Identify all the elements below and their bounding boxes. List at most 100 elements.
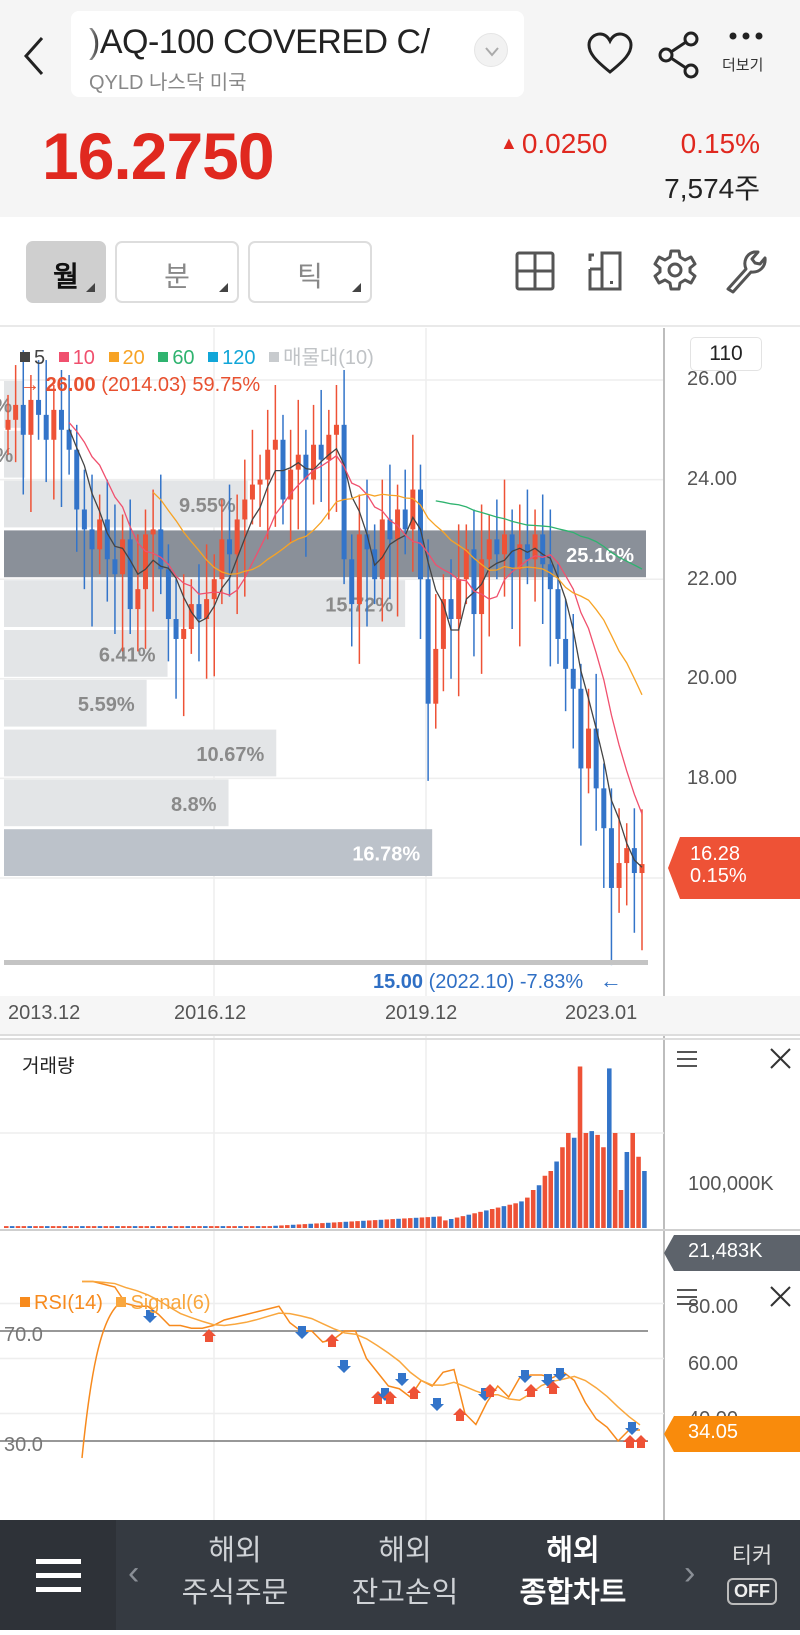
grid-layout-icon xyxy=(515,251,555,291)
layout-split-button[interactable] xyxy=(580,245,630,295)
tab-label-line1: 해외 xyxy=(208,1535,262,1567)
x-tick: 2023.01 xyxy=(565,1002,638,1024)
tab-overseas-balance[interactable]: 해외 잔고손익 xyxy=(330,1530,480,1614)
heart-icon xyxy=(587,32,633,74)
high-value: 26.00 xyxy=(45,374,96,396)
nav-prev-button[interactable]: ‹ xyxy=(128,1554,139,1593)
x-tick: 2016.12 xyxy=(174,1002,247,1024)
corner-triangle-icon xyxy=(86,283,95,292)
svg-text:8.8%: 8.8% xyxy=(171,794,217,816)
rsi-current-value: 34.05 xyxy=(688,1421,739,1443)
legend-signal[interactable]: Signal(6) xyxy=(116,1292,211,1314)
close-icon xyxy=(770,1286,791,1307)
volume-current-value: 21,483K xyxy=(688,1240,763,1262)
tab-label-line1: 해외 xyxy=(378,1535,432,1567)
chart-area[interactable]: 0.49%0.83%9.55%25.16%15.72%6.41%5.59%10.… xyxy=(0,328,800,1520)
back-button[interactable] xyxy=(14,30,54,80)
rsi-close-button[interactable] xyxy=(766,1282,796,1312)
ticker-off-toggle[interactable]: OFF xyxy=(727,1578,777,1605)
legend-ma60[interactable]: 60 xyxy=(158,347,195,369)
favorite-button[interactable] xyxy=(585,30,635,80)
low-value: 15.00 xyxy=(373,971,424,993)
bottom-nav: ‹ 해외 주식주문 해외 잔고손익 해외 종합차트 › 티커 OFF xyxy=(0,1520,800,1630)
period-tick-button[interactable]: 틱 xyxy=(248,241,372,303)
low-price-marker: 15.00 (2022.10) -7.83% ← xyxy=(373,968,622,994)
period-month-button[interactable]: 월 xyxy=(26,241,106,303)
svg-text:0.83%: 0.83% xyxy=(0,445,13,467)
x-tick: 2013.12 xyxy=(8,1002,81,1024)
trade-volume: 7,574주 xyxy=(664,173,760,204)
volume-menu-button[interactable] xyxy=(673,1044,703,1074)
share-button[interactable] xyxy=(655,30,705,80)
period-minute-button[interactable]: 분 xyxy=(115,241,239,303)
rsi-legend: RSI(14) Signal(6) xyxy=(20,1292,219,1315)
stock-name: )AQ-100 COVERED C/ xyxy=(89,23,430,61)
svg-text:0.49%: 0.49% xyxy=(0,395,12,417)
high-pct: 59.75% xyxy=(192,374,261,396)
main-menu-button[interactable] xyxy=(0,1520,116,1630)
settings-button[interactable] xyxy=(650,245,700,295)
candle-count-input[interactable]: 110 xyxy=(690,337,762,371)
more-label: 더보기 xyxy=(722,57,764,74)
low-date: (2022.10) xyxy=(428,971,515,993)
chevron-left-icon: ‹ xyxy=(128,1554,140,1592)
legend-ma120[interactable]: 120 xyxy=(208,347,256,369)
svg-text:5.59%: 5.59% xyxy=(78,694,135,716)
stock-header: )AQ-100 COVERED C/ QYLD 나스닥 미국 더보기 16.27… xyxy=(0,0,800,217)
chevron-right-icon: › xyxy=(684,1554,696,1592)
volume-close-button[interactable] xyxy=(766,1044,796,1074)
corner-triangle-icon xyxy=(352,283,361,292)
volume-current-tag: 21,483K xyxy=(664,1235,800,1271)
stock-selector[interactable]: )AQ-100 COVERED C/ QYLD 나스닥 미국 xyxy=(71,11,524,97)
svg-text:6.41%: 6.41% xyxy=(99,644,156,666)
svg-text:10.67%: 10.67% xyxy=(196,744,264,766)
wrench-icon xyxy=(726,250,767,294)
stock-subtitle: QYLD 나스닥 미국 xyxy=(89,72,247,94)
legend-ma10[interactable]: 10 xyxy=(58,347,95,369)
stock-dropdown-button[interactable] xyxy=(474,33,508,67)
y-tick: 18.00 xyxy=(687,767,738,789)
rsi-menu-button[interactable] xyxy=(673,1282,703,1312)
tab-label-line2: 잔고손익 xyxy=(351,1577,459,1609)
current-tag-pct: 0.15% xyxy=(690,865,747,887)
volume-pane-title: 거래량 xyxy=(22,1056,75,1077)
ma-legend: 5 10 20 60 120 매물대(10) xyxy=(20,341,382,370)
current-price-tag: 16.28 0.15% xyxy=(668,837,800,899)
more-button[interactable] xyxy=(722,26,778,76)
nav-next-button[interactable]: › xyxy=(684,1554,695,1593)
legend-ma5[interactable]: 5 xyxy=(20,347,45,369)
tab-overseas-chart[interactable]: 해외 종합차트 xyxy=(498,1530,648,1614)
volume-y-tick: 100,000K xyxy=(688,1173,774,1195)
gear-icon xyxy=(653,249,697,291)
layout-grid-button[interactable] xyxy=(510,245,560,295)
title-fade xyxy=(71,11,101,71)
tab-label-line2: 주식주문 xyxy=(181,1577,289,1609)
hamburger-icon xyxy=(677,1051,697,1067)
legend-ma20[interactable]: 20 xyxy=(108,347,145,369)
ticker-toggle: 티커 OFF xyxy=(722,1538,782,1605)
ticker-label: 티커 xyxy=(731,1543,773,1568)
x-axis: 2013.12 2016.12 2019.12 2023.01 xyxy=(0,996,800,1036)
low-pct: -7.83% xyxy=(519,971,584,993)
price-change: ▲ 0.0250 xyxy=(500,128,607,160)
hamburger-icon xyxy=(36,1559,81,1592)
up-triangle-icon: ▲ xyxy=(500,133,518,153)
period-label: 분 xyxy=(164,261,190,292)
tools-button[interactable] xyxy=(720,245,770,295)
tab-overseas-order[interactable]: 해외 주식주문 xyxy=(160,1530,310,1614)
arrow-right-icon: → xyxy=(20,374,40,396)
chart-canvas[interactable]: 0.49%0.83%9.55%25.16%15.72%6.41%5.59%10.… xyxy=(0,328,800,1520)
split-layout-icon xyxy=(588,251,622,291)
close-icon xyxy=(770,1048,791,1069)
legend-volume-profile[interactable]: 매물대(10) xyxy=(269,347,374,369)
price-change-value: 0.0250 xyxy=(521,128,608,159)
arrow-left-icon: ← xyxy=(599,968,622,993)
svg-text:9.55%: 9.55% xyxy=(179,495,236,517)
rsi-y-tick: 80.00 xyxy=(688,1296,739,1318)
rsi-level-70: 70.0 xyxy=(4,1324,43,1346)
legend-rsi[interactable]: RSI(14) xyxy=(20,1292,103,1314)
chevron-left-icon xyxy=(23,37,44,75)
svg-text:25.16%: 25.16% xyxy=(566,545,634,567)
x-tick: 2019.12 xyxy=(385,1002,458,1024)
price-change-pct: 0.15% xyxy=(680,128,760,159)
